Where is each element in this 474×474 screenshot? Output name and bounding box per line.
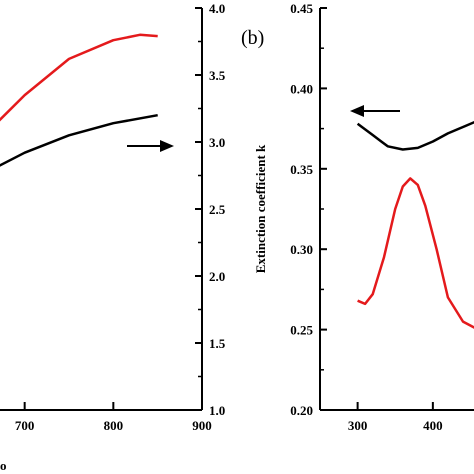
right-x-tick-label: 300 — [348, 418, 368, 433]
right-y-tick-label: 0.40 — [290, 81, 313, 96]
left-series-line-0 — [0, 33, 158, 122]
right-series-line-0 — [356, 120, 474, 151]
right-panel-ticks: 300 400 0.20 0.25 0.30 0.35 0.40 0.45 — [290, 1, 442, 433]
left-x-tick-label: 800 — [104, 418, 124, 433]
panel-label-b: (b) — [241, 27, 264, 49]
right-y-tick-label: 0.45 — [290, 1, 313, 16]
left-series-line-1 — [0, 113, 158, 167]
left-yright-tick-label: 3.0 — [209, 135, 225, 150]
left-arrow-head — [350, 105, 364, 117]
left-yright-tick-label: 2.0 — [209, 269, 225, 284]
right-panel-y-axis-label: Extinction coefficient k — [253, 144, 268, 273]
right-series-line-1 — [357, 177, 474, 329]
left-yright-tick-label: 3.5 — [209, 68, 226, 83]
right-y-tick-label: 0.25 — [290, 323, 313, 338]
right-y-tick-label: 0.30 — [290, 242, 313, 257]
left-yright-tick-label: 1.0 — [209, 403, 225, 418]
left-arrow — [350, 105, 400, 117]
right-panel-series — [356, 120, 474, 329]
right-arrow — [127, 140, 174, 152]
left-yright-tick-label: 4.0 — [209, 1, 225, 16]
left-yright-tick-label: 1.5 — [209, 336, 226, 351]
right-panel: 300 400 0.20 0.25 0.30 0.35 0.40 0.45 Extinctio… — [241, 1, 474, 433]
right-y-tick-label: 0.35 — [290, 162, 313, 177]
left-panel-series — [0, 33, 158, 167]
left-panel-x-axis-label-fragment: o — [0, 458, 7, 473]
right-arrow-head — [160, 140, 174, 152]
right-x-tick-label: 400 — [423, 418, 443, 433]
left-yright-tick-label: 2.5 — [209, 202, 226, 217]
left-x-tick-label: 900 — [192, 418, 212, 433]
right-y-tick-label: 0.20 — [290, 403, 313, 418]
left-x-tick-label: 700 — [15, 418, 35, 433]
